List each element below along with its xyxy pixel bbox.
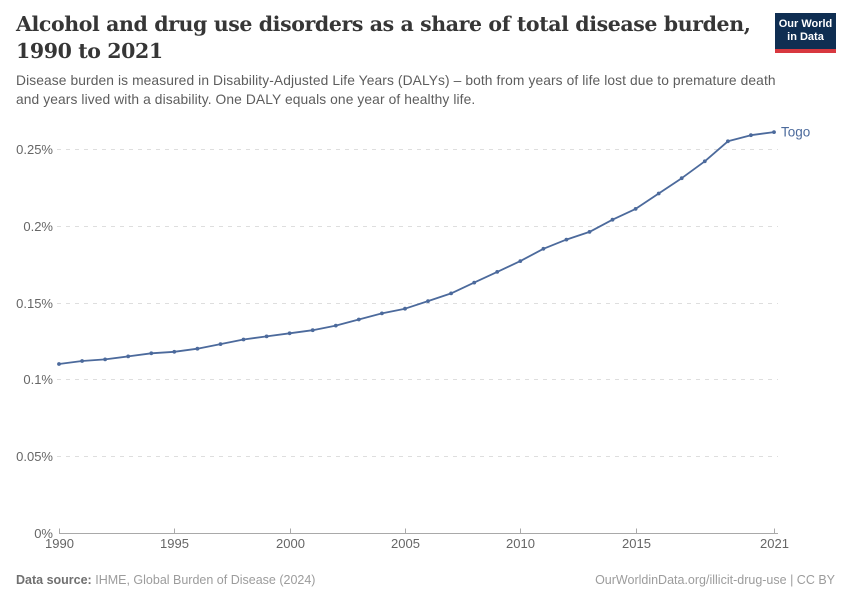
x-tick-label: 2000: [276, 536, 305, 551]
data-point[interactable]: [218, 342, 223, 346]
data-point[interactable]: [726, 139, 730, 144]
page-title-line-2: 1990 to 2021: [16, 39, 163, 63]
data-point[interactable]: [656, 191, 661, 196]
data-point[interactable]: [564, 237, 569, 242]
data-point[interactable]: [702, 159, 707, 164]
data-point[interactable]: [472, 280, 477, 285]
y-tick-label: 0.05%: [16, 449, 53, 464]
data-point[interactable]: [633, 207, 638, 211]
data-point[interactable]: [241, 337, 246, 342]
data-point[interactable]: [310, 328, 315, 333]
data-point[interactable]: [772, 130, 776, 135]
data-point[interactable]: [57, 362, 61, 366]
y-tick-label: 0.1%: [23, 372, 53, 387]
credit-line: OurWorldinData.org/illicit-drug-use | CC…: [595, 573, 835, 587]
data-point[interactable]: [380, 311, 384, 316]
data-point[interactable]: [103, 357, 107, 362]
chart-subtitle-line-1: Disease burden is measured in Disability…: [16, 73, 776, 88]
data-point[interactable]: [80, 359, 84, 363]
data-point[interactable]: [426, 299, 430, 303]
owid-logo-line-2: in Data: [787, 31, 824, 43]
data-point[interactable]: [495, 270, 500, 274]
y-tick-label: 0.2%: [23, 219, 53, 234]
y-tick-label: 0.15%: [16, 296, 53, 311]
x-tick-label: 2015: [622, 536, 651, 551]
y-tick-label: 0%: [34, 526, 53, 541]
page-title-line-1: Alcohol and drug use disorders as a shar…: [16, 12, 751, 36]
x-tick-label: 1995: [160, 536, 189, 551]
data-point[interactable]: [195, 346, 200, 351]
data-source-label: Data source:: [16, 573, 92, 587]
x-tick-label: 2010: [506, 536, 535, 551]
data-point[interactable]: [541, 246, 546, 251]
entity-label[interactable]: Togo: [781, 125, 810, 140]
y-tick-label: 0.25%: [16, 142, 53, 157]
data-point[interactable]: [679, 176, 684, 181]
data-point[interactable]: [287, 331, 292, 336]
data-point[interactable]: [587, 230, 592, 234]
data-point[interactable]: [356, 317, 361, 322]
data-point[interactable]: [403, 306, 407, 311]
license-label: CC BY: [796, 573, 835, 587]
owid-logo-line-1: Our World: [778, 18, 833, 30]
page-title: Alcohol and drug use disorders as a shar…: [16, 11, 776, 65]
credit-link[interactable]: OurWorldinData.org/illicit-drug-use: [595, 573, 787, 587]
chart-subtitle: Disease burden is measured in Disability…: [16, 71, 846, 109]
data-point[interactable]: [518, 259, 523, 263]
chart-subtitle-line-2: and years lived with a disability. One D…: [16, 92, 476, 107]
data-point[interactable]: [610, 217, 615, 222]
x-tick-label: 2005: [391, 536, 420, 551]
x-tick-label: 1990: [45, 536, 74, 551]
data-point[interactable]: [264, 334, 269, 339]
data-source: Data source: IHME, Global Burden of Dise…: [16, 573, 315, 587]
data-point[interactable]: [172, 349, 177, 354]
owid-logo[interactable]: Our World in Data: [775, 13, 836, 53]
series-line[interactable]: [58, 131, 775, 365]
data-point[interactable]: [449, 291, 453, 296]
data-point[interactable]: [749, 133, 753, 138]
data-point[interactable]: [149, 351, 154, 356]
x-tick-label: 2021: [760, 536, 789, 551]
data-point[interactable]: [333, 323, 338, 328]
data-point[interactable]: [126, 354, 131, 359]
credit-separator: |: [786, 573, 797, 587]
data-source-value: IHME, Global Burden of Disease (2024): [95, 573, 316, 587]
